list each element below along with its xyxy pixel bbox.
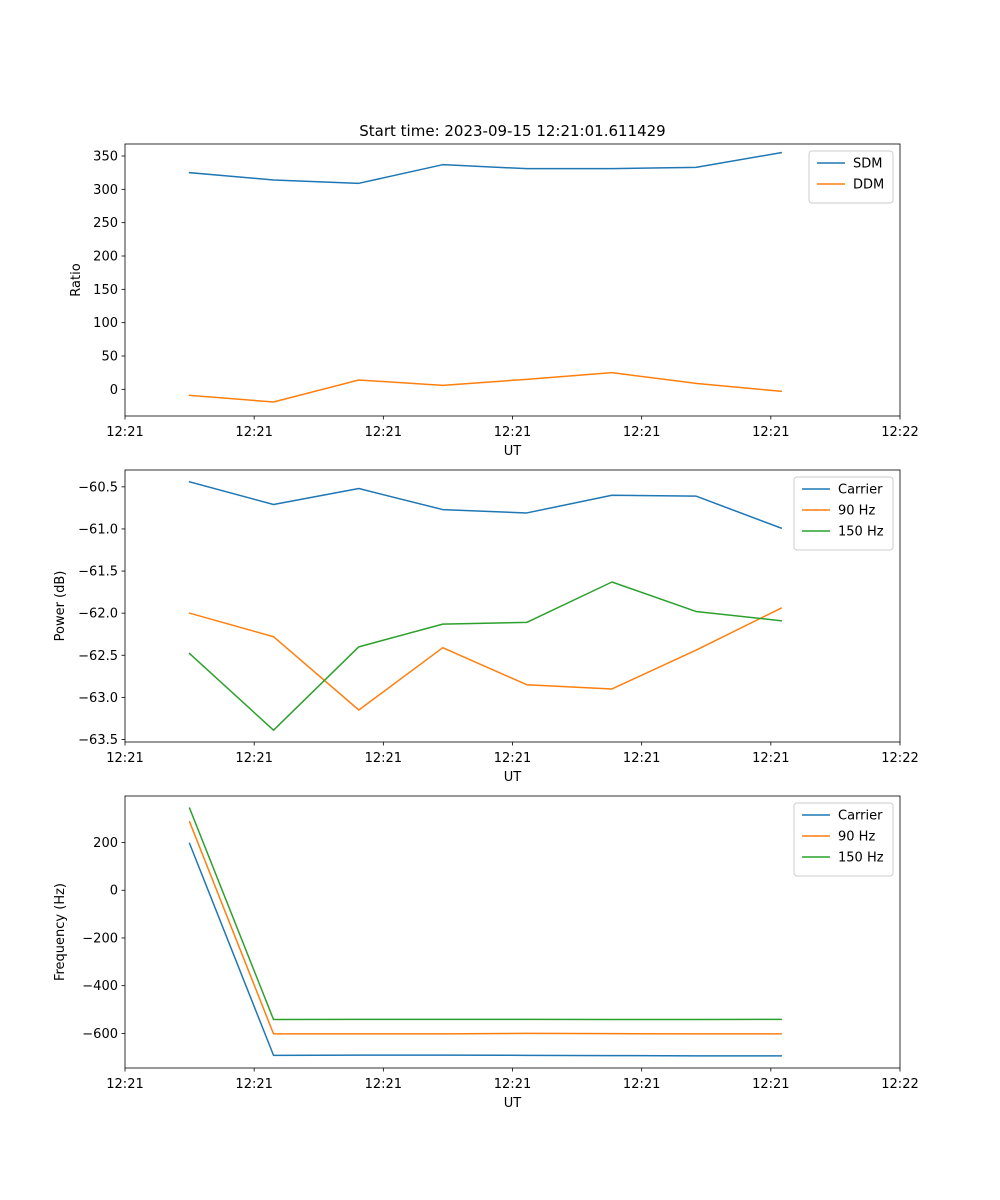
legend-label: Carrier: [838, 809, 883, 824]
series-line-150-hz: [188, 581, 782, 731]
legend: Carrier 90 Hz 150 Hz: [793, 802, 894, 877]
series-line-90-hz: [188, 820, 782, 1035]
legend-box: [808, 150, 894, 204]
y-tick-label: −60.5: [78, 480, 118, 495]
y-tick-label: 0: [110, 383, 118, 398]
y-tick-label: 150: [93, 283, 118, 298]
legend-label: SDM: [853, 157, 882, 172]
legend-label: 90 Hz: [838, 830, 875, 845]
figure-title: Start time: 2023-09-15 12:21:01.611429: [359, 122, 665, 140]
y-axis-label: Frequency (Hz): [53, 883, 68, 981]
y-tick-label: 0: [110, 884, 118, 899]
legend-label: DDM: [853, 178, 884, 193]
x-tick-label: 12:22: [881, 1077, 918, 1092]
x-tick-label: 12:21: [106, 751, 143, 766]
x-tick-label: 12:21: [623, 1077, 660, 1092]
x-tick-label: 12:21: [494, 751, 531, 766]
y-tick-label: −200: [82, 931, 118, 946]
legend-label: 150 Hz: [838, 851, 884, 866]
axes-power: 12:21 12:21 12:21 12:21 12:21 12:21 12:22 −63.5…: [53, 469, 919, 785]
x-axis-label: UT: [504, 444, 522, 459]
axes-frequency: 12:21 12:21 12:21 12:21 12:21 12:21 12:22 −600 −…: [53, 795, 919, 1111]
x-tick-label: 12:21: [235, 751, 272, 766]
y-tick-label: 200: [93, 836, 118, 851]
legend: SDM DDM: [808, 150, 894, 204]
x-tick-label: 12:21: [365, 1077, 402, 1092]
x-tick-label: 12:21: [494, 1077, 531, 1092]
y-tick-label: 100: [93, 316, 118, 331]
y-tick-label: 250: [93, 216, 118, 231]
axes-ratio: 12:21 12:21 12:21 12:21 12:21 12:21 12:22 0 50 10…: [69, 143, 919, 459]
x-tick-label: 12:22: [881, 425, 918, 440]
x-tick-label: 12:21: [235, 1077, 272, 1092]
y-tick-label: 50: [101, 350, 118, 365]
y-tick-label: −63.0: [78, 691, 118, 706]
axes-container: 12:21 12:21 12:21 12:21 12:21 12:21 12:22 0 50 10…: [53, 143, 919, 1111]
x-tick-label: 12:21: [494, 425, 531, 440]
x-tick-label: 12:21: [365, 751, 402, 766]
x-tick-label: 12:21: [752, 751, 789, 766]
series-line-90-hz: [188, 607, 783, 711]
x-tick-label: 12:21: [106, 425, 143, 440]
series-line-150-hz: [188, 807, 782, 1021]
x-tick-label: 12:21: [623, 751, 660, 766]
y-tick-label: −62.0: [78, 607, 118, 622]
y-tick-label: −61.0: [78, 522, 118, 537]
y-tick-label: −62.5: [78, 649, 118, 664]
series-line-carrier: [188, 842, 782, 1057]
legend-label: Carrier: [838, 483, 883, 498]
x-tick-label: 12:21: [365, 425, 402, 440]
y-tick-label: 350: [93, 150, 118, 165]
x-tick-label: 12:21: [106, 1077, 143, 1092]
x-axis-label: UT: [504, 770, 522, 785]
series-line-sdm: [188, 151, 783, 185]
legend-label: 150 Hz: [838, 525, 884, 540]
series-line-carrier: [188, 480, 783, 530]
x-axis-label: UT: [504, 1096, 522, 1111]
x-tick-label: 12:21: [752, 1077, 789, 1092]
x-tick-label: 12:21: [623, 425, 660, 440]
legend-label: 90 Hz: [838, 504, 875, 519]
y-axis-label: Ratio: [69, 263, 84, 296]
y-tick-label: −400: [82, 979, 118, 994]
legend: Carrier 90 Hz 150 Hz: [793, 476, 894, 551]
y-tick-label: −600: [82, 1027, 118, 1042]
y-tick-label: 200: [93, 250, 118, 265]
x-tick-label: 12:21: [235, 425, 272, 440]
y-axis-label: Power (dB): [53, 571, 68, 642]
y-tick-label: −63.5: [78, 733, 118, 748]
y-tick-label: −61.5: [78, 565, 118, 580]
x-tick-label: 12:21: [752, 425, 789, 440]
y-tick-label: 300: [93, 183, 118, 198]
x-tick-label: 12:22: [881, 751, 918, 766]
series-line-ddm: [188, 371, 782, 403]
